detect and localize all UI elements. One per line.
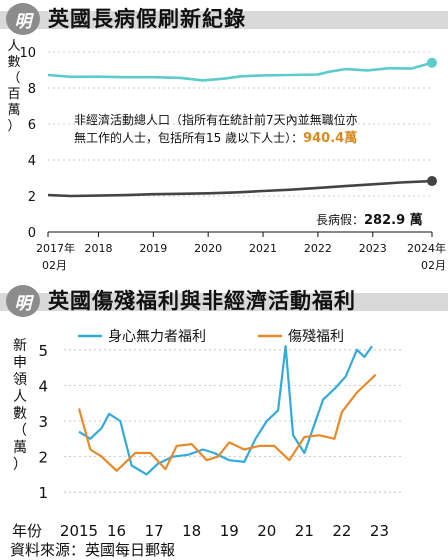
y-tick-label: 3 [38, 413, 48, 431]
y-tick-label: 0 [28, 226, 36, 241]
y-axis-label-char: （ [13, 423, 27, 439]
y-tick-label: 1 [38, 484, 48, 502]
x-tick-label: 21 [295, 522, 314, 538]
series-line-disability [77, 373, 377, 472]
x-tick-label: 17 [145, 522, 164, 538]
y-axis-label-char: 萬 [13, 440, 27, 456]
y-tick-label: 8 [28, 82, 36, 97]
x-tick-label-month: 02月 [421, 259, 446, 272]
chart1-header: 明 英國長病假刷新紀錄 [0, 2, 448, 36]
y-axis-label-char: 人 [7, 39, 20, 54]
annotation-value: 282.9 萬 [364, 212, 423, 228]
x-tick-label: 18 [182, 522, 201, 538]
chart2-header: 明 英國傷殘福利與非經濟活動福利 [0, 284, 448, 318]
x-tick-label: 16 [107, 522, 126, 538]
annotation-line: 無工作的人士，包括所有15 歲以下人士）：940.4萬 [74, 130, 357, 146]
y-tick-label: 6 [28, 118, 36, 133]
series-line-long-sick [47, 179, 433, 198]
annotation-long-sick: 長病假：282.9 萬 [316, 212, 423, 228]
y-axis-label-char: 萬 [7, 103, 20, 118]
header-bar [0, 11, 448, 29]
y-axis-label-char: （ [7, 71, 20, 86]
x-tick-label: 2020 [194, 242, 222, 255]
series-line-inactive-total [47, 61, 433, 82]
legend-entry: 身心無力者福利 [108, 329, 206, 345]
x-tick-label: 2015 [60, 522, 98, 538]
y-tick-label: 2 [28, 190, 36, 205]
x-tick-label: 2022 [304, 242, 332, 255]
x-tick-label: 2024年 [407, 241, 446, 255]
y-tick-label: 2 [38, 449, 48, 467]
y-axis-label-char: 申 [13, 355, 27, 371]
x-tick-label: 23 [370, 522, 389, 538]
x-tick-label: 22 [332, 522, 351, 538]
y-tick-label: 5 [38, 342, 48, 360]
x-tick-label: 2017年 [36, 241, 75, 255]
series-endpoint [427, 57, 437, 68]
annotation-line: 非經濟活動總人口（指所有在統計前7天內並無職位亦 [74, 112, 358, 127]
x-axis-label: 年份 [12, 522, 42, 538]
brand-logo: 明 [6, 285, 40, 317]
chart2-title: 英國傷殘福利與非經濟活動福利 [48, 289, 356, 313]
x-tick-label: 2018 [84, 242, 112, 255]
y-axis-label: 人數（百萬） [7, 39, 20, 134]
y-axis-label-char: 數 [7, 55, 20, 70]
header-bar [0, 293, 448, 311]
y-axis-label-char: 人 [13, 389, 27, 405]
series-endpoint [427, 176, 437, 187]
y-tick-label: 10 [19, 46, 36, 61]
annotation-value: 940.4萬 [303, 130, 357, 146]
x-tick-label: 2021 [249, 242, 277, 255]
legend-entry: 傷殘福利 [288, 328, 344, 345]
x-tick-label: 19 [220, 522, 239, 538]
y-axis-label-char: ） [13, 457, 27, 473]
y-axis-label-char: ） [7, 119, 20, 134]
x-tick-label: 2019 [139, 242, 167, 255]
x-tick-label-month: 02月 [42, 259, 67, 272]
x-tick-label: 20 [257, 522, 276, 538]
y-tick-label: 4 [28, 154, 36, 169]
y-axis-label-char: 百 [7, 87, 20, 102]
brand-logo: 明 [6, 3, 40, 35]
x-tick-label: 2023 [359, 242, 387, 255]
y-tick-label: 4 [38, 377, 48, 395]
chart1-title: 英國長病假刷新紀錄 [48, 7, 246, 31]
source-note: 資料來源：英國每日郵報 [10, 541, 176, 559]
series-line-incapacity [78, 345, 373, 476]
y-axis-label-char: 數 [13, 406, 27, 422]
y-axis-label-char: 領 [13, 371, 27, 388]
y-axis-label-char: 新 [13, 338, 27, 354]
